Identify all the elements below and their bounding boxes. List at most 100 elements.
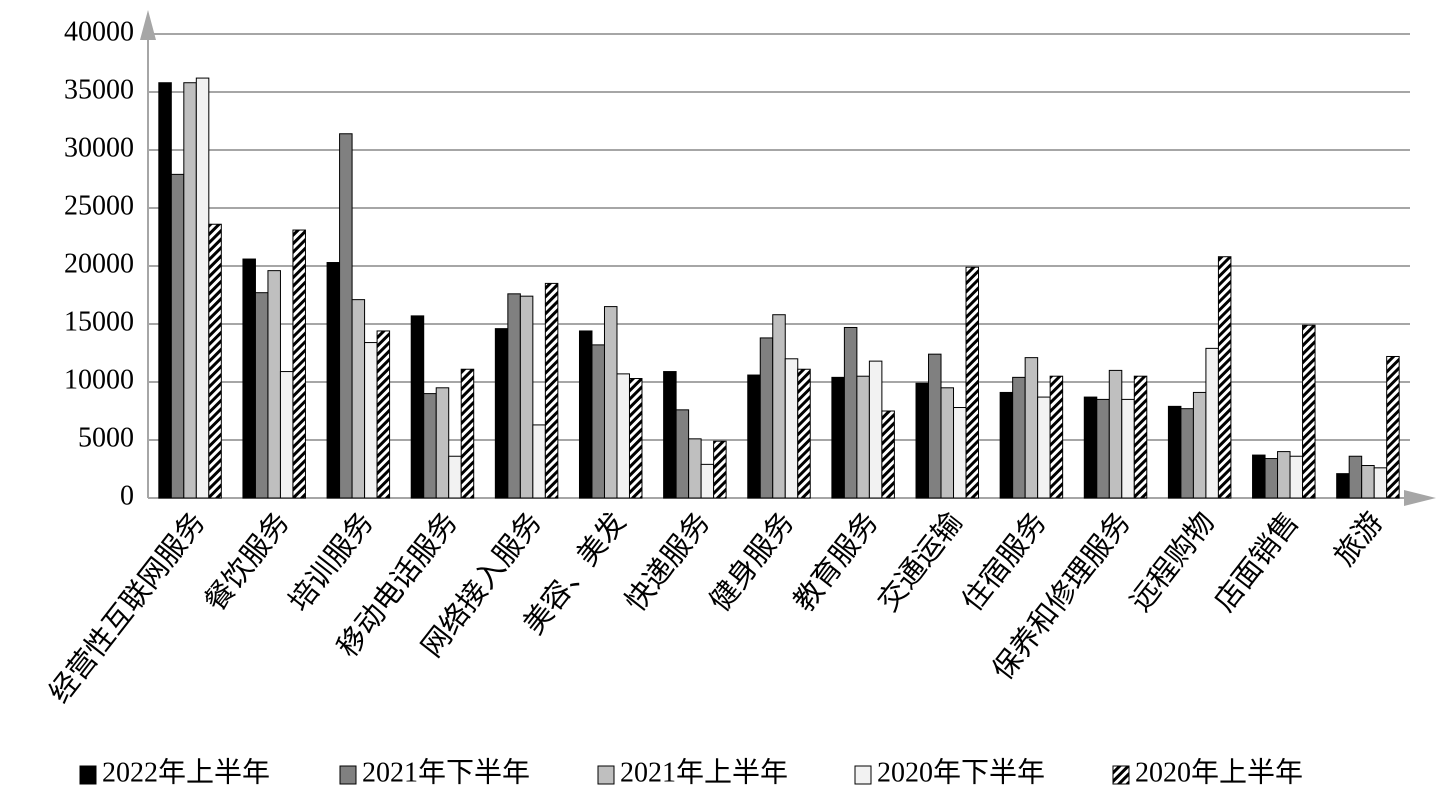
bar bbox=[292, 229, 306, 499]
legend-label: 2022年上半年 bbox=[102, 756, 270, 788]
bar bbox=[364, 342, 378, 499]
bar bbox=[1133, 375, 1148, 499]
bar bbox=[1167, 405, 1182, 499]
bar bbox=[1121, 398, 1135, 499]
bar bbox=[868, 360, 883, 499]
bar bbox=[928, 353, 942, 499]
bar bbox=[1205, 347, 1219, 499]
bar bbox=[1252, 454, 1266, 499]
bar bbox=[759, 337, 774, 499]
legend-swatch bbox=[597, 765, 615, 785]
bar bbox=[1264, 458, 1279, 499]
y-tick-label: 5000 bbox=[78, 422, 134, 453]
y-tick-label: 30000 bbox=[64, 132, 134, 163]
bar bbox=[999, 391, 1014, 499]
bar bbox=[1024, 357, 1039, 499]
bar bbox=[797, 368, 811, 499]
y-tick-label: 10000 bbox=[64, 364, 134, 395]
bar bbox=[170, 173, 185, 499]
bar bbox=[376, 330, 391, 499]
bar bbox=[747, 374, 761, 499]
bar bbox=[1012, 376, 1026, 499]
bar bbox=[940, 387, 955, 499]
bar bbox=[544, 282, 559, 499]
bar bbox=[1083, 396, 1098, 499]
bar bbox=[494, 328, 509, 499]
legend-item: 2021年上半年 bbox=[597, 756, 788, 788]
bar bbox=[339, 133, 353, 499]
bar bbox=[675, 409, 690, 499]
legend-item: 2021年下半年 bbox=[339, 756, 530, 788]
bar bbox=[831, 376, 845, 499]
bar bbox=[507, 293, 521, 499]
y-tick-label: 40000 bbox=[64, 16, 134, 47]
bar bbox=[1049, 375, 1064, 499]
x-tick-label: 快递服务 bbox=[619, 506, 716, 618]
bar bbox=[195, 77, 210, 499]
bar bbox=[713, 440, 727, 499]
y-tick-label: 20000 bbox=[64, 248, 134, 279]
y-tick-label: 35000 bbox=[64, 74, 134, 105]
y-tick-label: 15000 bbox=[64, 306, 134, 337]
bar bbox=[1037, 396, 1051, 499]
bar bbox=[843, 326, 858, 499]
x-axis-arrow bbox=[1404, 490, 1436, 506]
bar bbox=[532, 424, 546, 499]
legend-swatch bbox=[339, 765, 357, 785]
bar bbox=[616, 373, 630, 499]
bar bbox=[1302, 324, 1316, 499]
bar bbox=[183, 82, 197, 499]
bar bbox=[700, 463, 715, 499]
y-tick-label: 25000 bbox=[64, 190, 134, 221]
bar bbox=[772, 314, 786, 499]
bar bbox=[267, 270, 281, 499]
bar bbox=[881, 410, 895, 499]
y-axis-arrow bbox=[140, 10, 156, 40]
x-tick-label: 教育服务 bbox=[787, 506, 884, 618]
bar bbox=[242, 258, 256, 499]
bar bbox=[1108, 369, 1123, 499]
bar bbox=[578, 330, 593, 499]
bar bbox=[628, 378, 643, 499]
bar bbox=[435, 387, 450, 499]
bar bbox=[208, 223, 222, 499]
legend-swatch bbox=[79, 765, 97, 785]
bar bbox=[158, 82, 172, 499]
legend-item: 2020年上半年 bbox=[1112, 756, 1303, 788]
x-tick-label: 健身服务 bbox=[703, 506, 800, 618]
bar bbox=[1277, 451, 1291, 499]
bar bbox=[1217, 256, 1232, 499]
bar bbox=[460, 368, 475, 499]
bar bbox=[1386, 355, 1400, 499]
legend-item: 2022年上半年 bbox=[79, 756, 270, 788]
bar bbox=[591, 344, 605, 499]
bar bbox=[1192, 391, 1207, 499]
bar bbox=[1336, 473, 1350, 499]
bar bbox=[1373, 467, 1388, 499]
legend-label: 2020年下半年 bbox=[877, 756, 1045, 788]
legend-swatch bbox=[1112, 765, 1130, 785]
x-tick-label: 经营性互联网服务 bbox=[43, 506, 212, 709]
bar bbox=[1180, 408, 1194, 499]
bar bbox=[1289, 455, 1304, 499]
x-tick-label: 店面销售 bbox=[1208, 506, 1305, 618]
bar bbox=[784, 358, 799, 499]
legend-label: 2020年上半年 bbox=[1135, 756, 1303, 788]
bar bbox=[519, 295, 534, 499]
bar bbox=[279, 371, 294, 499]
bar bbox=[688, 438, 702, 499]
legend-item: 2020年下半年 bbox=[854, 756, 1045, 788]
bar bbox=[856, 375, 870, 499]
bar bbox=[603, 306, 618, 499]
legend-label: 2021年下半年 bbox=[362, 756, 530, 788]
bar bbox=[965, 266, 980, 499]
bar bbox=[663, 371, 677, 499]
bar bbox=[326, 262, 341, 499]
bar bbox=[351, 299, 366, 499]
y-tick-label: 0 bbox=[120, 480, 134, 511]
x-tick-label: 交通运输 bbox=[871, 506, 968, 618]
x-tick-label: 餐饮服务 bbox=[198, 506, 295, 618]
bar bbox=[1348, 455, 1363, 499]
bar bbox=[953, 407, 967, 499]
